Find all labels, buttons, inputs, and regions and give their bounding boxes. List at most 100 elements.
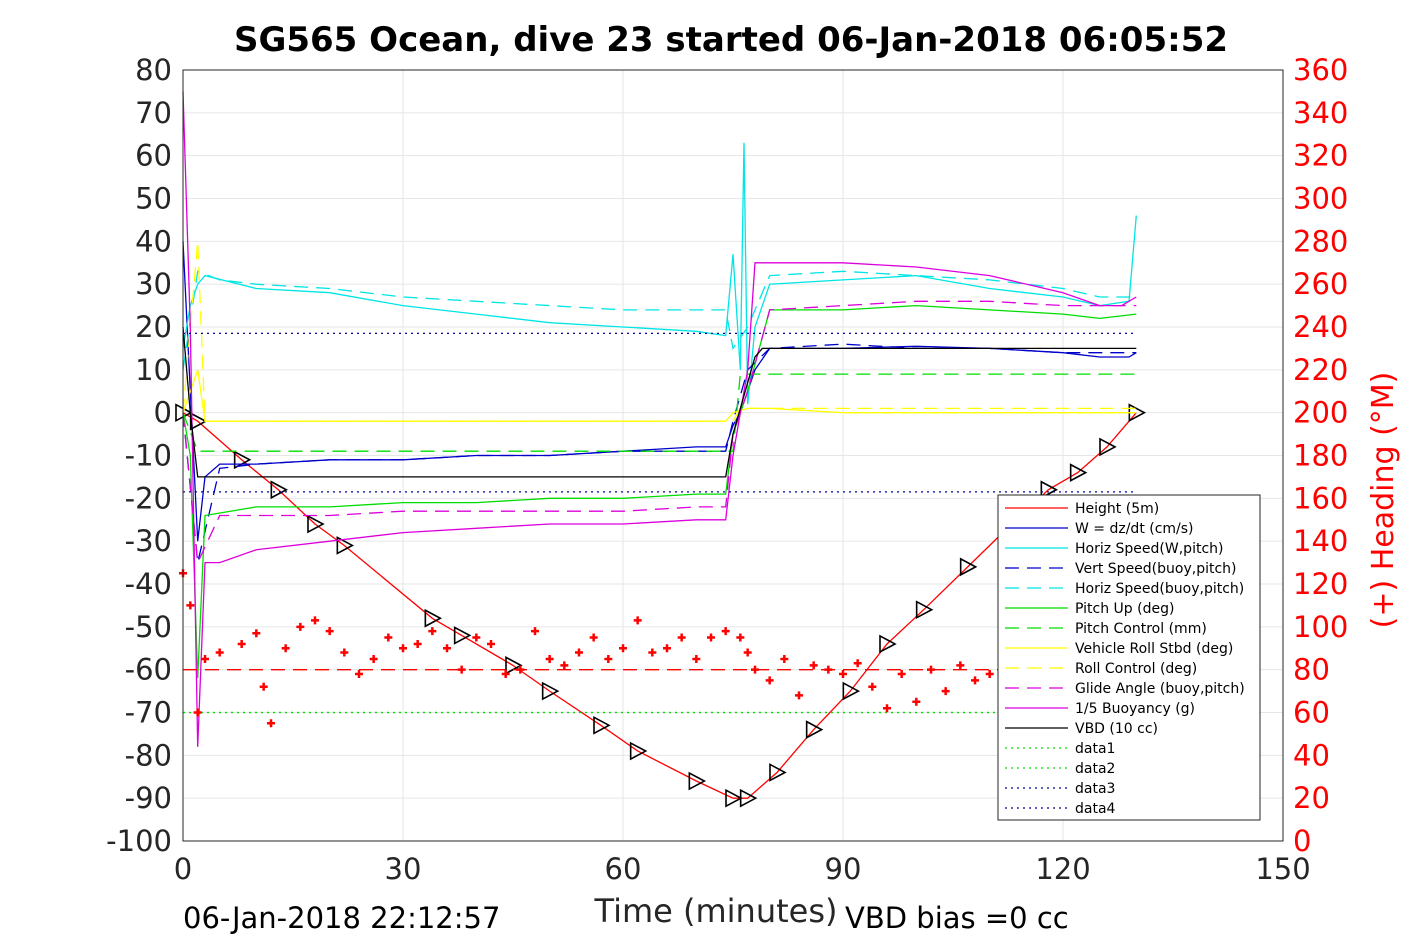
heading-marker	[883, 704, 891, 713]
legend-entry-label: Pitch Control (mm)	[1075, 621, 1207, 637]
heading-marker	[237, 639, 246, 648]
y-tick-label-right: 320	[1293, 139, 1348, 173]
height-marker	[725, 788, 743, 808]
legend-entry-label: Pitch Up (deg)	[1075, 601, 1174, 617]
heading-marker	[193, 708, 202, 717]
heading-marker	[399, 644, 407, 653]
heading-marker	[912, 697, 921, 706]
y-tick-label-left: 70	[135, 96, 172, 130]
heading-marker	[941, 687, 950, 696]
heading-marker	[868, 682, 877, 691]
heading-marker	[780, 654, 789, 663]
legend-entry-label: VBD (10 cc)	[1075, 721, 1158, 737]
legend-entry-label: Horiz Speed(W,pitch)	[1075, 541, 1223, 557]
heading-marker	[589, 633, 598, 642]
heading-marker	[215, 648, 224, 657]
heading-marker	[956, 661, 965, 670]
y-tick-label-left: -90	[125, 781, 172, 815]
y-tick-label-left: -80	[125, 738, 172, 772]
heading-marker	[259, 682, 268, 691]
heading-marker	[824, 665, 833, 674]
heading-marker	[516, 665, 525, 674]
heading-marker	[369, 654, 378, 663]
y-axis-label-right: (+) Heading (°M)	[1366, 372, 1401, 629]
y-tick-label-right: 260	[1293, 267, 1348, 301]
heading-marker	[201, 654, 209, 663]
heading-marker	[443, 644, 451, 653]
heading-marker	[751, 665, 759, 674]
series-line	[182, 270, 1137, 370]
heading-marker	[487, 639, 495, 648]
y-tick-label-left: 60	[135, 139, 172, 173]
heading-marker	[692, 654, 701, 663]
y-tick-label-left: -30	[125, 524, 172, 558]
x-tick-label: 0	[174, 852, 192, 886]
height-marker	[1069, 463, 1088, 482]
y-tick-label-left: -10	[125, 439, 172, 473]
y-tick-label-left: 50	[135, 182, 172, 216]
y-tick-label-right: 240	[1293, 310, 1348, 344]
legend: Height (5m) W = dz/dt (cm/s) Horiz Speed(W…	[997, 494, 1261, 821]
y-tick-label-left: -50	[125, 610, 172, 644]
y-tick-label-right: 180	[1293, 439, 1348, 473]
x-tick-label: 150	[1255, 852, 1310, 886]
y-tick-label-left: 10	[135, 353, 172, 387]
footer-timestamp: 06-Jan-2018 22:12:57	[183, 901, 500, 935]
heading-marker	[325, 627, 334, 636]
y-tick-label-left: -20	[125, 481, 172, 515]
height-marker	[336, 536, 355, 555]
chart-title: SG565 Ocean, dive 23 started 06-Jan-2018…	[234, 20, 1228, 60]
y-tick-label-right: 40	[1293, 738, 1330, 772]
heading-marker	[677, 633, 686, 642]
x-axis-label: Time (minutes)	[594, 892, 838, 930]
y-tick-label-right: 300	[1293, 182, 1348, 216]
heading-marker	[296, 622, 305, 631]
height-marker	[959, 557, 978, 577]
legend-entry-label: Height (5m)	[1075, 501, 1159, 517]
heading-marker	[985, 669, 994, 678]
y-tick-label-right: 340	[1293, 96, 1348, 130]
y-tick-label-right: 120	[1293, 567, 1348, 601]
height-marker	[769, 763, 787, 782]
heading-marker	[384, 633, 393, 642]
heading-marker	[340, 648, 349, 657]
heading-marker	[765, 676, 774, 685]
height-marker	[307, 514, 325, 534]
heading-marker	[186, 601, 195, 610]
heading-marker	[633, 616, 642, 625]
x-tick-label: 30	[385, 852, 422, 886]
height-marker	[739, 788, 758, 808]
series-group	[175, 91, 1147, 808]
heading-marker	[897, 669, 906, 678]
heading-marker	[501, 669, 510, 678]
y-tick-label-left: -70	[125, 696, 172, 730]
height-marker	[541, 681, 560, 701]
heading-marker	[413, 639, 422, 648]
heading-marker	[839, 669, 847, 678]
y-tick-label-right: 360	[1293, 53, 1348, 87]
series-line	[182, 326, 1137, 478]
height-marker	[629, 741, 648, 761]
x-tick-label: 90	[825, 852, 862, 886]
legend-box	[997, 494, 1261, 821]
heading-marker	[743, 648, 752, 657]
series-line	[182, 142, 1137, 405]
height-marker	[915, 600, 934, 620]
height-marker	[879, 634, 897, 654]
legend-entry-label: W = dz/dt (cm/s)	[1075, 521, 1194, 537]
y-tick-label-left: 30	[135, 267, 172, 301]
heading-marker	[355, 669, 363, 678]
heading-marker	[853, 659, 862, 668]
heading-marker	[575, 648, 583, 657]
y-tick-label-right: 20	[1293, 781, 1330, 815]
heading-marker	[809, 661, 818, 670]
heading-marker	[971, 676, 979, 685]
tick-labels: 0 30 60 90 120 15080706050403020100-10-20-30-…	[106, 53, 1348, 886]
heading-marker	[560, 661, 569, 670]
legend-entry-label: data4	[1075, 801, 1116, 817]
y-tick-label-left: -100	[106, 824, 172, 858]
legend-entry-label: Horiz Speed(buoy,pitch)	[1075, 581, 1244, 597]
height-marker	[842, 681, 861, 701]
series-line	[182, 304, 1137, 679]
